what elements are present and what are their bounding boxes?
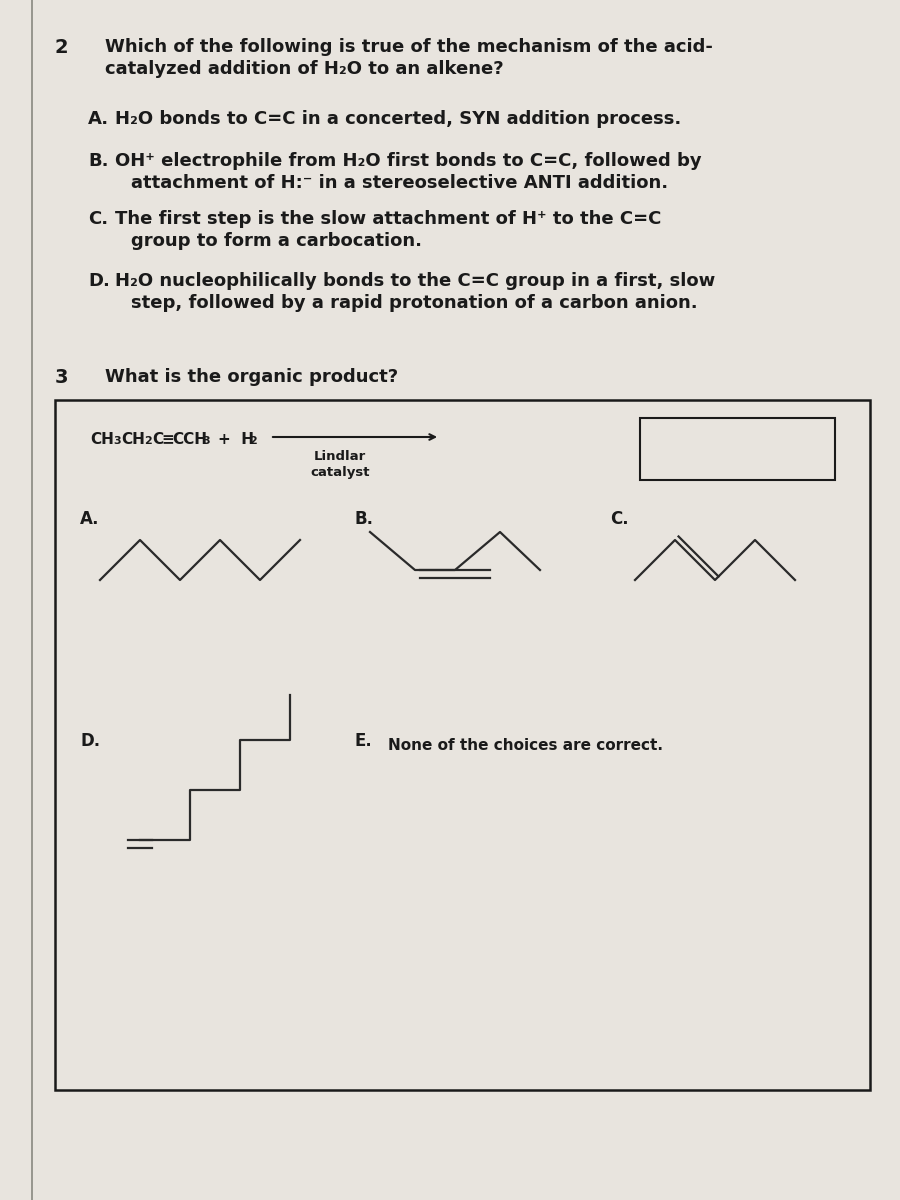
Text: C.: C. bbox=[88, 210, 108, 228]
Text: catalyst: catalyst bbox=[310, 466, 370, 479]
FancyBboxPatch shape bbox=[640, 418, 835, 480]
FancyBboxPatch shape bbox=[55, 400, 870, 1090]
Text: attachment of H:⁻ in a stereoselective ANTI addition.: attachment of H:⁻ in a stereoselective A… bbox=[131, 174, 668, 192]
Text: B.: B. bbox=[88, 152, 109, 170]
Text: A.: A. bbox=[88, 110, 109, 128]
Text: None of the choices are correct.: None of the choices are correct. bbox=[388, 738, 663, 754]
Text: step, followed by a rapid protonation of a carbon anion.: step, followed by a rapid protonation of… bbox=[131, 294, 698, 312]
Text: B.: B. bbox=[355, 510, 374, 528]
Text: group to form a carbocation.: group to form a carbocation. bbox=[131, 232, 422, 250]
Text: C.: C. bbox=[610, 510, 628, 528]
Text: +  H: + H bbox=[218, 432, 254, 446]
Text: CCH: CCH bbox=[172, 432, 207, 446]
Text: A.: A. bbox=[80, 510, 100, 528]
Text: 2: 2 bbox=[249, 436, 256, 446]
Text: 3: 3 bbox=[113, 436, 121, 446]
Text: D.: D. bbox=[88, 272, 110, 290]
Text: H₂O nucleophilically bonds to the C=C group in a first, slow: H₂O nucleophilically bonds to the C=C gr… bbox=[115, 272, 716, 290]
Text: OH⁺ electrophile from H₂O first bonds to C=C, followed by: OH⁺ electrophile from H₂O first bonds to… bbox=[115, 152, 702, 170]
Text: Lindlar: Lindlar bbox=[314, 450, 366, 463]
Text: 2: 2 bbox=[55, 38, 68, 56]
Text: Which of the following is true of the mechanism of the acid-: Which of the following is true of the me… bbox=[105, 38, 713, 56]
Text: The first step is the slow attachment of H⁺ to the C=C: The first step is the slow attachment of… bbox=[115, 210, 662, 228]
Text: E.: E. bbox=[355, 732, 373, 750]
Text: CH: CH bbox=[121, 432, 145, 446]
Text: 3: 3 bbox=[202, 436, 210, 446]
Text: C: C bbox=[152, 432, 163, 446]
Text: H₂O bonds to C=C in a concerted, SYN addition process.: H₂O bonds to C=C in a concerted, SYN add… bbox=[115, 110, 681, 128]
Text: CH: CH bbox=[90, 432, 114, 446]
Text: catalyzed addition of H₂O to an alkene?: catalyzed addition of H₂O to an alkene? bbox=[105, 60, 504, 78]
Text: What is the organic product?: What is the organic product? bbox=[105, 368, 398, 386]
Text: 2: 2 bbox=[144, 436, 152, 446]
Text: ≡: ≡ bbox=[161, 432, 174, 446]
Text: 3: 3 bbox=[55, 368, 68, 386]
Text: D.: D. bbox=[80, 732, 100, 750]
